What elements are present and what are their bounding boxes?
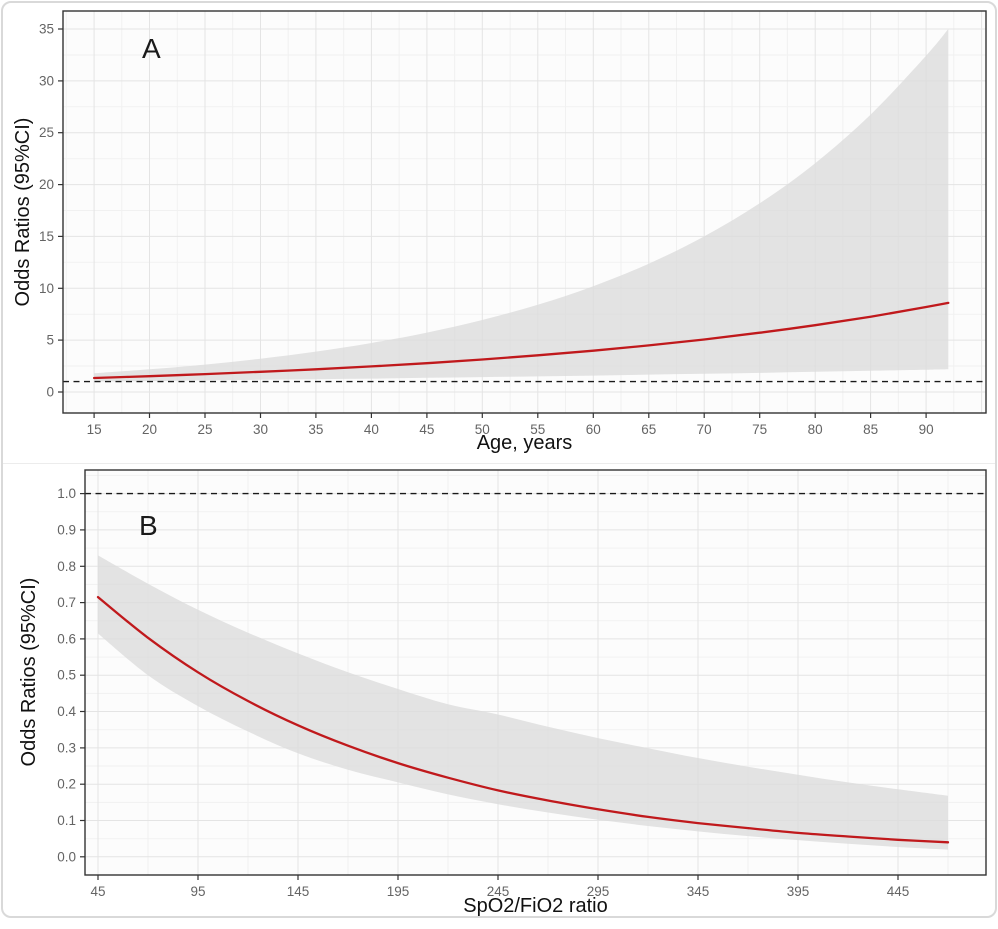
svg-text:0: 0 [46, 385, 54, 400]
svg-text:25: 25 [39, 125, 54, 140]
svg-text:35: 35 [39, 22, 54, 37]
svg-text:60: 60 [586, 422, 601, 437]
svg-text:1.0: 1.0 [57, 486, 76, 501]
svg-text:40: 40 [364, 422, 379, 437]
panel-a-letter: A [142, 33, 161, 64]
svg-text:0.3: 0.3 [57, 740, 76, 755]
svg-text:90: 90 [919, 422, 934, 437]
svg-text:0.9: 0.9 [57, 522, 76, 537]
svg-text:95: 95 [190, 884, 205, 899]
svg-text:10: 10 [39, 281, 54, 296]
panel-b: 45 95 145 195 245 295 345 395 445 0.0 0.1 0.2 0.3 0.4… [3, 464, 995, 916]
svg-text:295: 295 [587, 884, 610, 899]
svg-text:0.5: 0.5 [57, 668, 76, 683]
svg-text:395: 395 [787, 884, 810, 899]
svg-text:30: 30 [39, 73, 54, 88]
svg-text:20: 20 [39, 177, 54, 192]
svg-text:25: 25 [197, 422, 212, 437]
panel-b-plot: 45 95 145 195 245 295 345 395 445 0.0 0.1 0.2 0.3 0.4… [57, 469, 987, 899]
svg-text:15: 15 [87, 422, 102, 437]
svg-text:195: 195 [387, 884, 410, 899]
svg-text:20: 20 [142, 422, 157, 437]
svg-text:0.2: 0.2 [57, 777, 76, 792]
svg-text:50: 50 [475, 422, 490, 437]
svg-text:45: 45 [419, 422, 434, 437]
svg-text:145: 145 [287, 884, 310, 899]
svg-text:85: 85 [863, 422, 878, 437]
svg-text:345: 345 [687, 884, 710, 899]
svg-text:75: 75 [752, 422, 767, 437]
panel-a-x-axis-title: Age, years [476, 432, 573, 454]
panel-b-x-axis-title: SpO2/FiO2 ratio [463, 895, 608, 917]
panel-b-y-axis-title: Odds Ratios (95%CI) [18, 577, 40, 767]
svg-text:35: 35 [308, 422, 323, 437]
panel-a: 15 20 25 30 35 40 45 50 55 60 65 70 75 80 85 90 0 5 10 15 20… [3, 3, 995, 463]
svg-text:0.6: 0.6 [57, 631, 76, 646]
svg-text:65: 65 [641, 422, 656, 437]
svg-text:0.8: 0.8 [57, 559, 76, 574]
svg-text:55: 55 [530, 422, 545, 437]
svg-text:0.7: 0.7 [57, 595, 76, 610]
svg-text:70: 70 [697, 422, 712, 437]
panel-divider [3, 463, 995, 464]
panel-b-letter: B [139, 510, 158, 541]
panel-a-y-axis-title: Odds Ratios (95%CI) [12, 117, 34, 307]
svg-text:0.1: 0.1 [57, 813, 76, 828]
panel-a-plot: 15 20 25 30 35 40 45 50 55 60 65 70 75 80 85 90 0 5 10 15 20… [39, 10, 987, 437]
svg-text:445: 445 [887, 884, 910, 899]
svg-text:5: 5 [46, 333, 54, 348]
svg-text:80: 80 [808, 422, 823, 437]
svg-text:15: 15 [39, 229, 54, 244]
svg-text:45: 45 [90, 884, 105, 899]
svg-text:30: 30 [253, 422, 268, 437]
svg-text:0.0: 0.0 [57, 849, 76, 864]
svg-text:0.4: 0.4 [57, 704, 76, 719]
svg-text:245: 245 [487, 884, 510, 899]
